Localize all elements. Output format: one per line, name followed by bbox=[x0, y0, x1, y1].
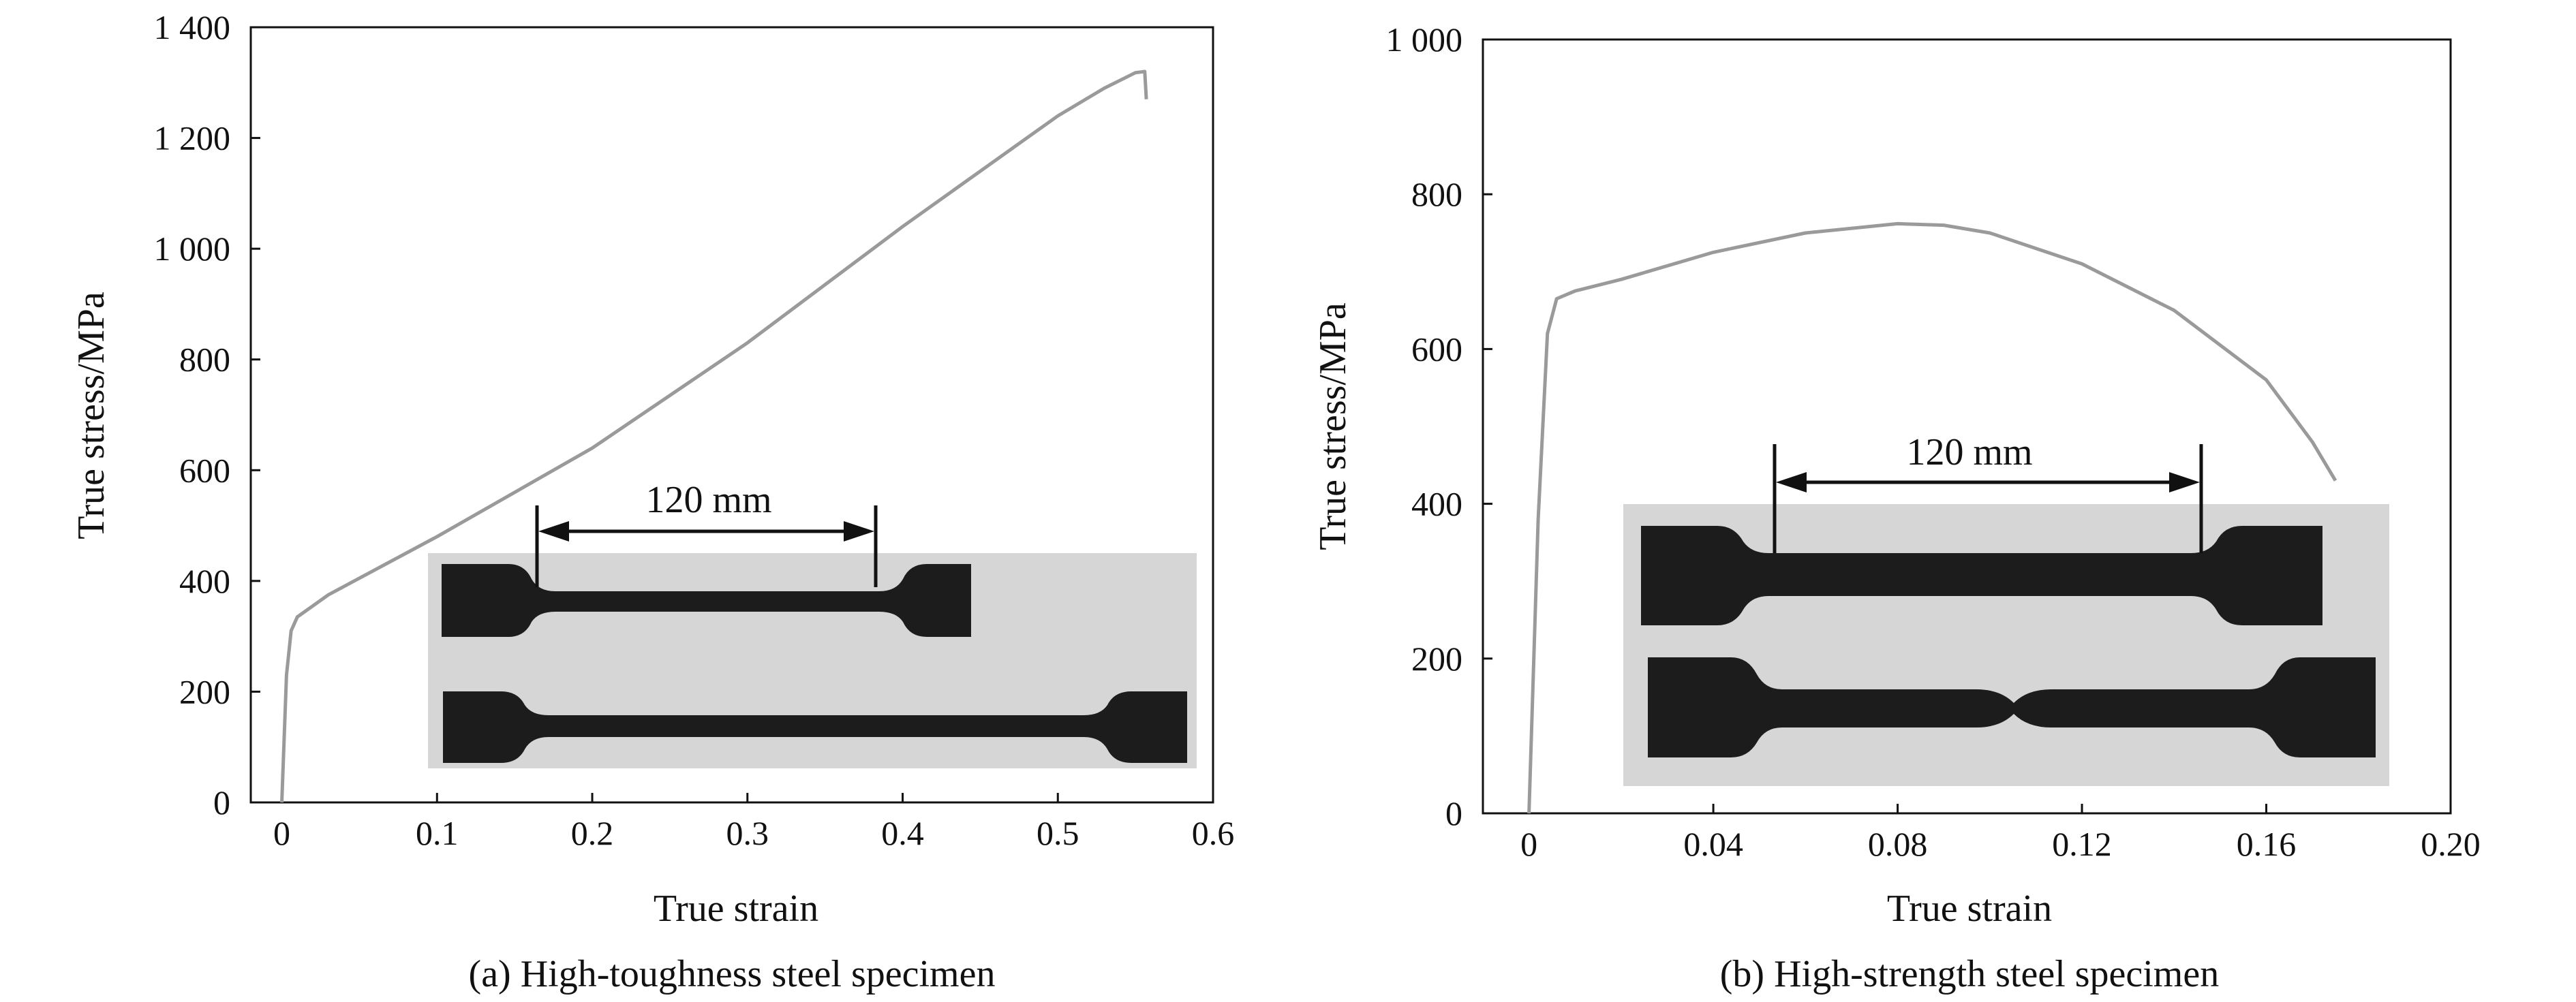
panel-a: 0 0.1 0.2 0.3 0.4 0.5 0.6 0 200 400 600 800 1 000 1 … bbox=[70, 8, 1234, 995]
panel-b-x-axis: 0 0.04 0.08 0.12 0.16 0.20 bbox=[1520, 804, 2481, 863]
panel-a-x-tick-label: 0.2 bbox=[571, 814, 614, 852]
panel-a-y-tick-label: 0 bbox=[213, 783, 230, 821]
panel-a-y-tick-label: 1 200 bbox=[154, 119, 231, 157]
panel-a-x-label: True strain bbox=[654, 888, 818, 930]
panel-b-specimen-bottom bbox=[1648, 657, 2376, 757]
panel-a-y-tick-label: 1 400 bbox=[154, 8, 231, 46]
panel-a-specimen-photo bbox=[428, 553, 1197, 768]
panel-b-gauge-right-arrow bbox=[2169, 472, 2200, 492]
panel-b-plot-frame bbox=[1482, 38, 2452, 815]
panel-b-x-label: True strain bbox=[1887, 888, 2052, 930]
panel-b-y-tick-label: 600 bbox=[1411, 330, 1462, 368]
panel-b-gauge-left-arrow bbox=[1776, 472, 1807, 492]
panel-a-x-tick-label: 0.5 bbox=[1037, 814, 1079, 852]
panel-b-x-tick-label: 0.04 bbox=[1683, 825, 1743, 863]
panel-a-gauge-left-arrow bbox=[538, 521, 569, 542]
panel-a-y-tick-label: 800 bbox=[179, 341, 230, 379]
panel-b: 0 0.04 0.08 0.12 0.16 0.20 0 200 400 600 800 1 000… bbox=[1312, 20, 2481, 995]
panel-a-y-label: True stress/MPa bbox=[70, 292, 112, 539]
panel-b-y-tick-label: 800 bbox=[1411, 175, 1462, 213]
panel-a-y-tick-label: 200 bbox=[179, 672, 230, 710]
panel-a-y-tick-label: 400 bbox=[179, 562, 230, 600]
panel-a-x-tick-label: 0 bbox=[273, 814, 290, 852]
panel-b-specimen-top bbox=[1641, 526, 2322, 625]
panel-b-series-line bbox=[1527, 221, 2337, 814]
panel-b-x-tick-label: 0.08 bbox=[1868, 825, 1928, 863]
panel-b-y-label: True stress/MPa bbox=[1312, 302, 1354, 550]
panel-b-y-tick-label: 400 bbox=[1411, 485, 1462, 523]
panel-a-x-tick-label: 0.6 bbox=[1192, 814, 1235, 852]
panel-a-y-axis: 0 200 400 600 800 1 000 1 200 1 400 bbox=[154, 8, 260, 821]
panel-b-x-tick-label: 0.12 bbox=[2052, 825, 2112, 863]
panel-a-x-tick-label: 0.4 bbox=[881, 814, 924, 852]
panel-b-x-tick-label: 0.20 bbox=[2421, 825, 2481, 863]
panel-b-gauge-label: 120 mm bbox=[1906, 431, 2032, 473]
panel-b-y-tick-label: 1 000 bbox=[1386, 20, 1463, 59]
panel-a-x-axis: 0 0.1 0.2 0.3 0.4 0.5 0.6 bbox=[273, 793, 1234, 852]
panel-a-x-tick-label: 0.1 bbox=[416, 814, 459, 852]
panel-b-specimen-photo bbox=[1623, 504, 2389, 786]
panel-b-y-tick-label: 0 bbox=[1445, 794, 1462, 832]
panel-b-y-axis: 0 200 400 600 800 1 000 bbox=[1386, 20, 1492, 832]
panel-b-x-tick-label: 0 bbox=[1520, 825, 1537, 863]
panel-a-y-tick-label: 1 000 bbox=[154, 230, 231, 268]
panel-b-x-tick-label: 0.16 bbox=[2237, 825, 2297, 863]
panel-a-y-tick-label: 600 bbox=[179, 451, 230, 489]
panel-a-gauge-label: 120 mm bbox=[645, 479, 771, 521]
panel-a-gauge-right-arrow bbox=[844, 521, 874, 542]
panel-a-series-line bbox=[280, 69, 1148, 803]
panel-b-gauge-dimension: 120 mm bbox=[1773, 431, 2203, 553]
panel-a-specimen-top bbox=[442, 564, 971, 637]
panel-a-x-tick-label: 0.3 bbox=[726, 814, 769, 852]
panel-b-y-tick-label: 200 bbox=[1411, 640, 1462, 678]
panel-b-caption: (b) High-strength steel specimen bbox=[1720, 953, 2219, 995]
panel-a-caption: (a) High-toughness steel specimen bbox=[469, 953, 996, 995]
panel-a-gauge-dimension: 120 mm bbox=[535, 479, 878, 587]
panel-a-specimen-bottom bbox=[443, 691, 1187, 763]
panel-a-plot-frame bbox=[249, 26, 1214, 804]
